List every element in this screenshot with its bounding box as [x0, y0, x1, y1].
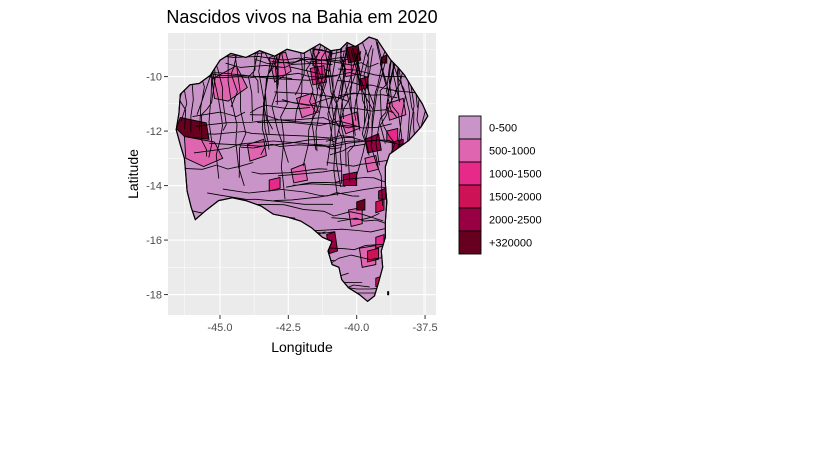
- x-axis-title: Longitude: [271, 339, 333, 355]
- legend-label: 1500-2000: [489, 192, 542, 204]
- municipality-region: [375, 198, 385, 214]
- legend-label: 1000-1500: [489, 169, 542, 181]
- municipality-region: [386, 97, 407, 121]
- state-border: [175, 36, 429, 303]
- legend-swatch: [458, 230, 482, 255]
- x-tick-label: -40.0: [344, 322, 369, 334]
- municipality-region: [367, 247, 380, 263]
- bahia-state-map: [175, 36, 429, 303]
- municipality-region: [356, 198, 366, 211]
- map-title: Nascidos vivos na Bahia em 2020: [166, 7, 437, 27]
- legend-swatch: [458, 115, 482, 140]
- legend-swatch: [458, 138, 482, 163]
- legend-label: 0-500: [489, 123, 517, 135]
- municipality-region: [246, 138, 267, 162]
- y-axis-title: Latitude: [125, 149, 141, 199]
- legend-swatch: [458, 184, 482, 209]
- legend: 0-500 500-1000 1000-1500 1500-2000 2000-2500…: [458, 115, 542, 255]
- legend-swatch: [458, 207, 482, 232]
- municipality-region: [290, 163, 309, 184]
- x-axis-ticks: -45.0 -42.5 -40.0 -37.5: [207, 315, 438, 334]
- island-mark: [387, 291, 390, 296]
- y-tick-label: -10: [146, 72, 162, 84]
- x-tick-label: -37.5: [413, 322, 438, 334]
- legend-swatch: [458, 161, 482, 186]
- y-tick-label: -18: [146, 290, 162, 302]
- x-tick-label: -45.0: [207, 322, 232, 334]
- y-tick-label: -12: [146, 126, 162, 138]
- legend-label: 500-1000: [489, 146, 536, 158]
- y-tick-label: -14: [146, 181, 162, 193]
- x-tick-label: -42.5: [276, 322, 301, 334]
- municipality-region: [268, 176, 281, 192]
- legend-label: 2000-2500: [489, 215, 542, 227]
- y-tick-label: -16: [146, 235, 162, 247]
- y-axis-ticks: -10 -12 -14 -16 -18: [146, 72, 168, 302]
- municipality-region: [364, 133, 382, 154]
- legend-label: +320000: [489, 238, 532, 250]
